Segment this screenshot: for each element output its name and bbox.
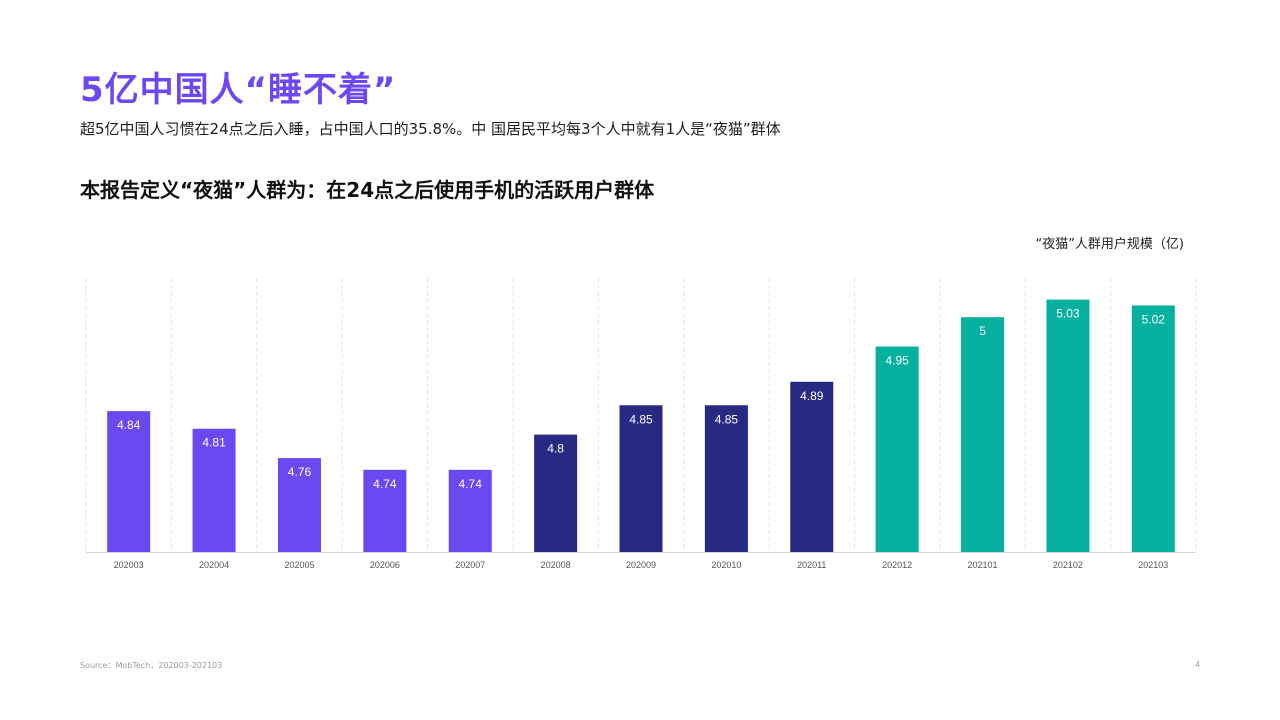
value-label-202011: 4.89 (800, 389, 824, 403)
value-label-202101: 5 (979, 324, 986, 338)
value-label-202103: 5.02 (1142, 312, 1166, 326)
value-label-202007: 4.74 (459, 477, 483, 491)
bar-202005 (277, 458, 321, 552)
value-label-202004: 4.81 (202, 436, 226, 450)
chart-bars (107, 299, 1175, 552)
x-tick-label-202009: 202009 (626, 560, 656, 570)
chart-value-labels: 4.84 4.81 4.76 4.74 4.74 4.8 4.85 4.85 4.89 4.95 5… (117, 307, 1165, 491)
bar-202007 (448, 469, 492, 552)
bar-202006 (363, 469, 407, 552)
value-label-202006: 4.74 (373, 477, 397, 491)
bar-202012 (875, 346, 919, 552)
x-tick-label-202101: 202101 (968, 560, 998, 570)
x-tick-label-202008: 202008 (541, 560, 571, 570)
bar-202011 (790, 381, 834, 552)
x-tick-label-202012: 202012 (882, 560, 912, 570)
value-label-202005: 4.76 (288, 465, 312, 479)
x-tick-label-202102: 202102 (1053, 560, 1083, 570)
bar-202008 (534, 434, 578, 552)
bar-202103 (1131, 305, 1175, 552)
value-label-202009: 4.85 (629, 412, 653, 426)
page-number: 4 (1195, 660, 1200, 669)
section-heading: 本报告定义“夜猫”人群为：在24点之后使用手机的活跃用户群体 (80, 178, 655, 202)
value-label-202102: 5.03 (1056, 307, 1080, 321)
source-note: Source：MobTech，202003-202103 (80, 661, 223, 670)
value-label-202008: 4.8 (547, 442, 564, 456)
bar-202004 (192, 428, 236, 552)
value-label-202003: 4.84 (117, 418, 141, 432)
x-tick-label-202010: 202010 (711, 560, 741, 570)
x-tick-label-202004: 202004 (199, 560, 229, 570)
page-subtitle: 超5亿中国人习惯在24点之后入睡，占中国人口的35.8%。中 国居民平均每3个人… (80, 120, 781, 138)
x-tick-label-202005: 202005 (284, 560, 314, 570)
page-title: 5亿中国人“睡不着” (80, 70, 397, 110)
bar-202003 (107, 411, 151, 552)
bar-202102 (1046, 299, 1090, 552)
x-tick-label-202003: 202003 (114, 560, 144, 570)
x-tick-label-202006: 202006 (370, 560, 400, 570)
value-label-202012: 4.95 (885, 354, 909, 368)
x-tick-label-202103: 202103 (1138, 560, 1168, 570)
chart-grid (85, 278, 1197, 552)
bar-202101 (961, 317, 1005, 552)
x-tick-label-202007: 202007 (455, 560, 485, 570)
chart-caption: “夜猫”人群用户规模（亿) (1035, 237, 1184, 252)
bar-202010 (704, 405, 748, 552)
x-tick-label-202011: 202011 (797, 560, 826, 570)
bar-202009 (619, 405, 663, 552)
chart-x-labels: 202003 202004 202005 202006 202007 202008 2020… (114, 560, 1169, 570)
value-label-202010: 4.85 (715, 412, 739, 426)
